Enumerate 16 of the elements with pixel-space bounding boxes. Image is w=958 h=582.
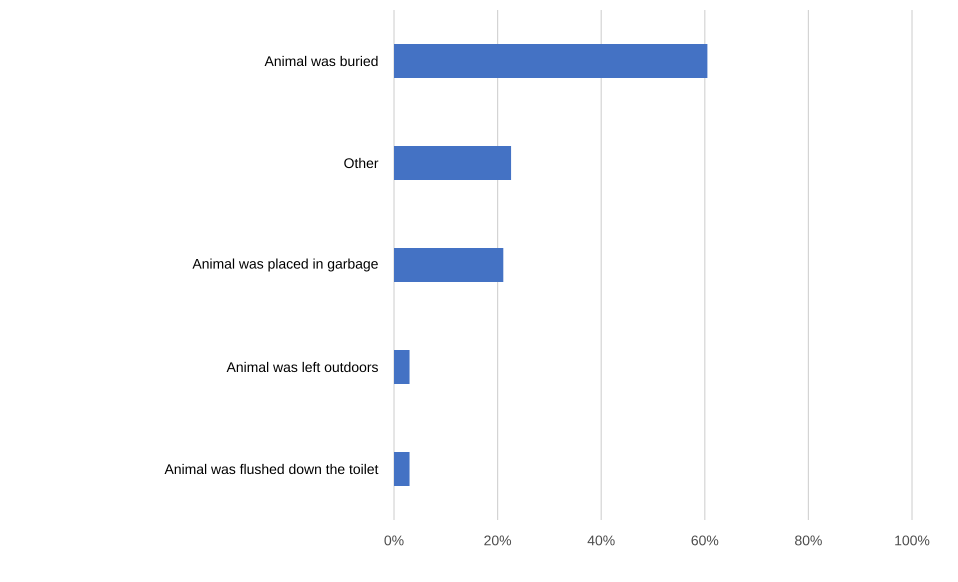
- bar: [394, 452, 410, 486]
- bar: [394, 146, 512, 180]
- y-tick-label: Animal was left outdoors: [226, 362, 378, 372]
- y-tick-label: Animal was placed in garbage: [192, 258, 378, 272]
- bar: [394, 248, 504, 282]
- x-tick-label: 80%: [795, 535, 822, 546]
- bar: [394, 44, 708, 78]
- x-tick-label: 60%: [692, 535, 718, 546]
- y-tick-label: Other: [344, 158, 378, 168]
- y-tick-label: Animal was flushed down the toilet: [164, 464, 378, 474]
- bar: [394, 350, 410, 384]
- y-tick-label: Animal was buried: [264, 56, 378, 66]
- x-tick-label: 20%: [484, 535, 512, 546]
- x-tick-label: 40%: [588, 535, 615, 546]
- x-tick-label: 100%: [895, 535, 930, 546]
- x-tick-label: 0%: [384, 535, 404, 546]
